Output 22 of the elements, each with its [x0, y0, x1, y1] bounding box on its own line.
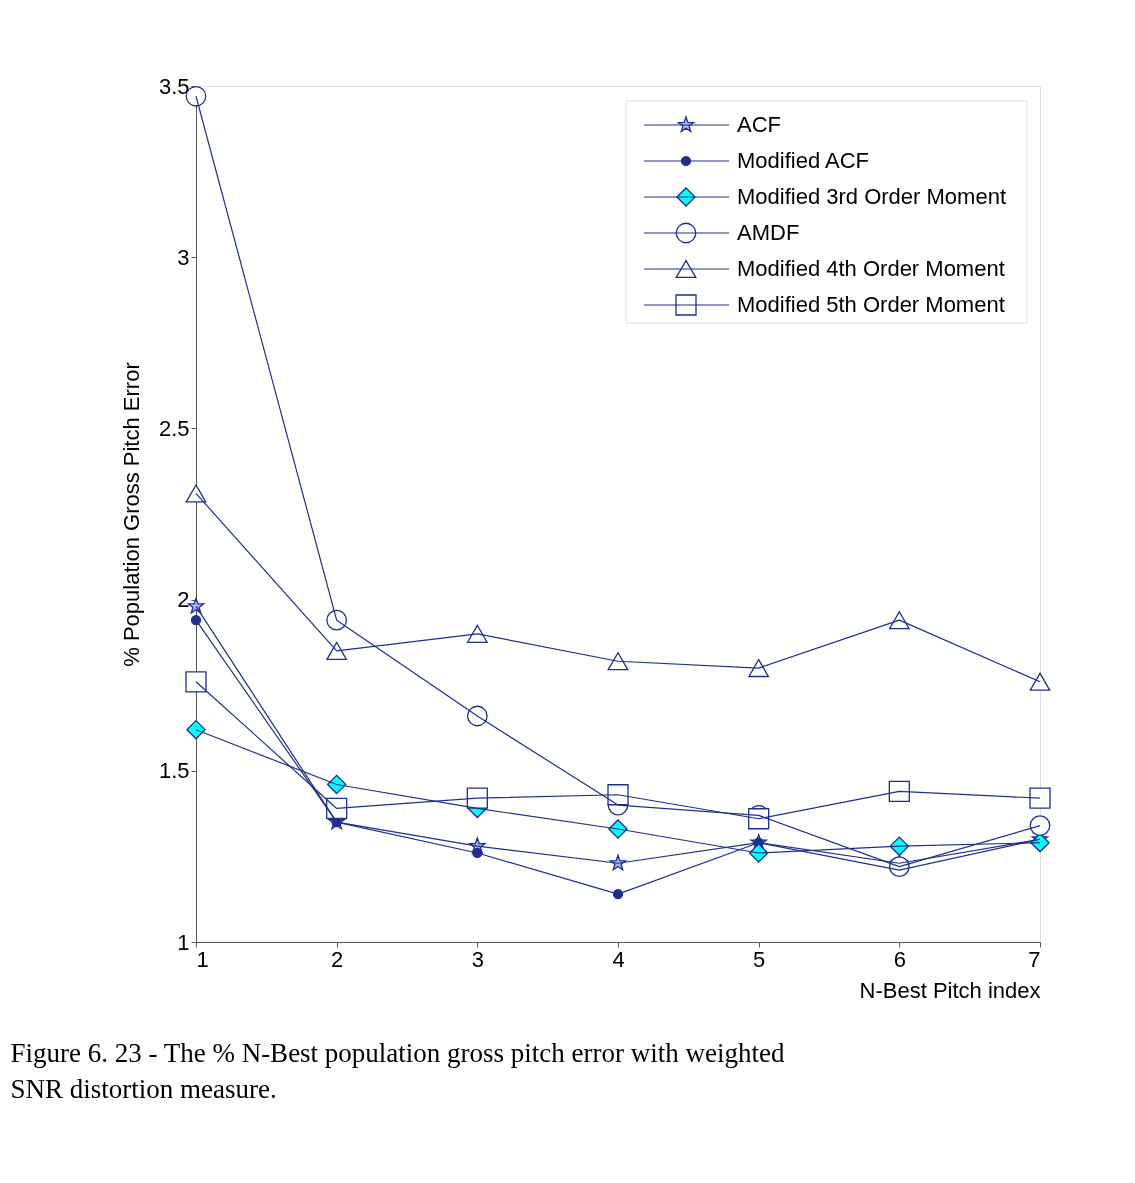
- legend-label: Modified 3rd Order Moment: [737, 184, 1006, 209]
- legend-label: AMDF: [737, 220, 800, 245]
- x-tick-label: 1: [196, 946, 209, 972]
- x-tick-label: 6: [893, 946, 906, 972]
- legend-label: Modified 5th Order Moment: [737, 292, 1005, 317]
- x-tick-label: 7: [1028, 946, 1041, 972]
- caption: Figure 6. 23 - The % N-Best population gross pitch error with weighted SNR distortion measure.: [10, 1038, 786, 1104]
- legend-label: Modified ACF: [737, 148, 870, 173]
- y-tick-label: 3: [177, 244, 190, 270]
- x-tick-label: 2: [331, 946, 344, 972]
- y-tick-label: 2: [177, 587, 190, 613]
- x-tick-label: 4: [612, 946, 625, 972]
- y-tick-label: 1: [177, 929, 190, 955]
- y-tick-label: 1.5: [158, 758, 190, 784]
- x-tick-label: 3: [471, 946, 484, 972]
- y-axis-title: % Population Gross Pitch Error: [118, 362, 144, 667]
- x-tick-label: 5: [753, 946, 766, 972]
- x-axis-title: N-Best Pitch index: [859, 977, 1041, 1003]
- y-tick-label: 3.5: [158, 73, 190, 99]
- legend-label: Modified 4th Order Moment: [737, 256, 1005, 281]
- legend-label: ACF: [737, 112, 781, 137]
- y-tick-label: 2.5: [158, 415, 190, 441]
